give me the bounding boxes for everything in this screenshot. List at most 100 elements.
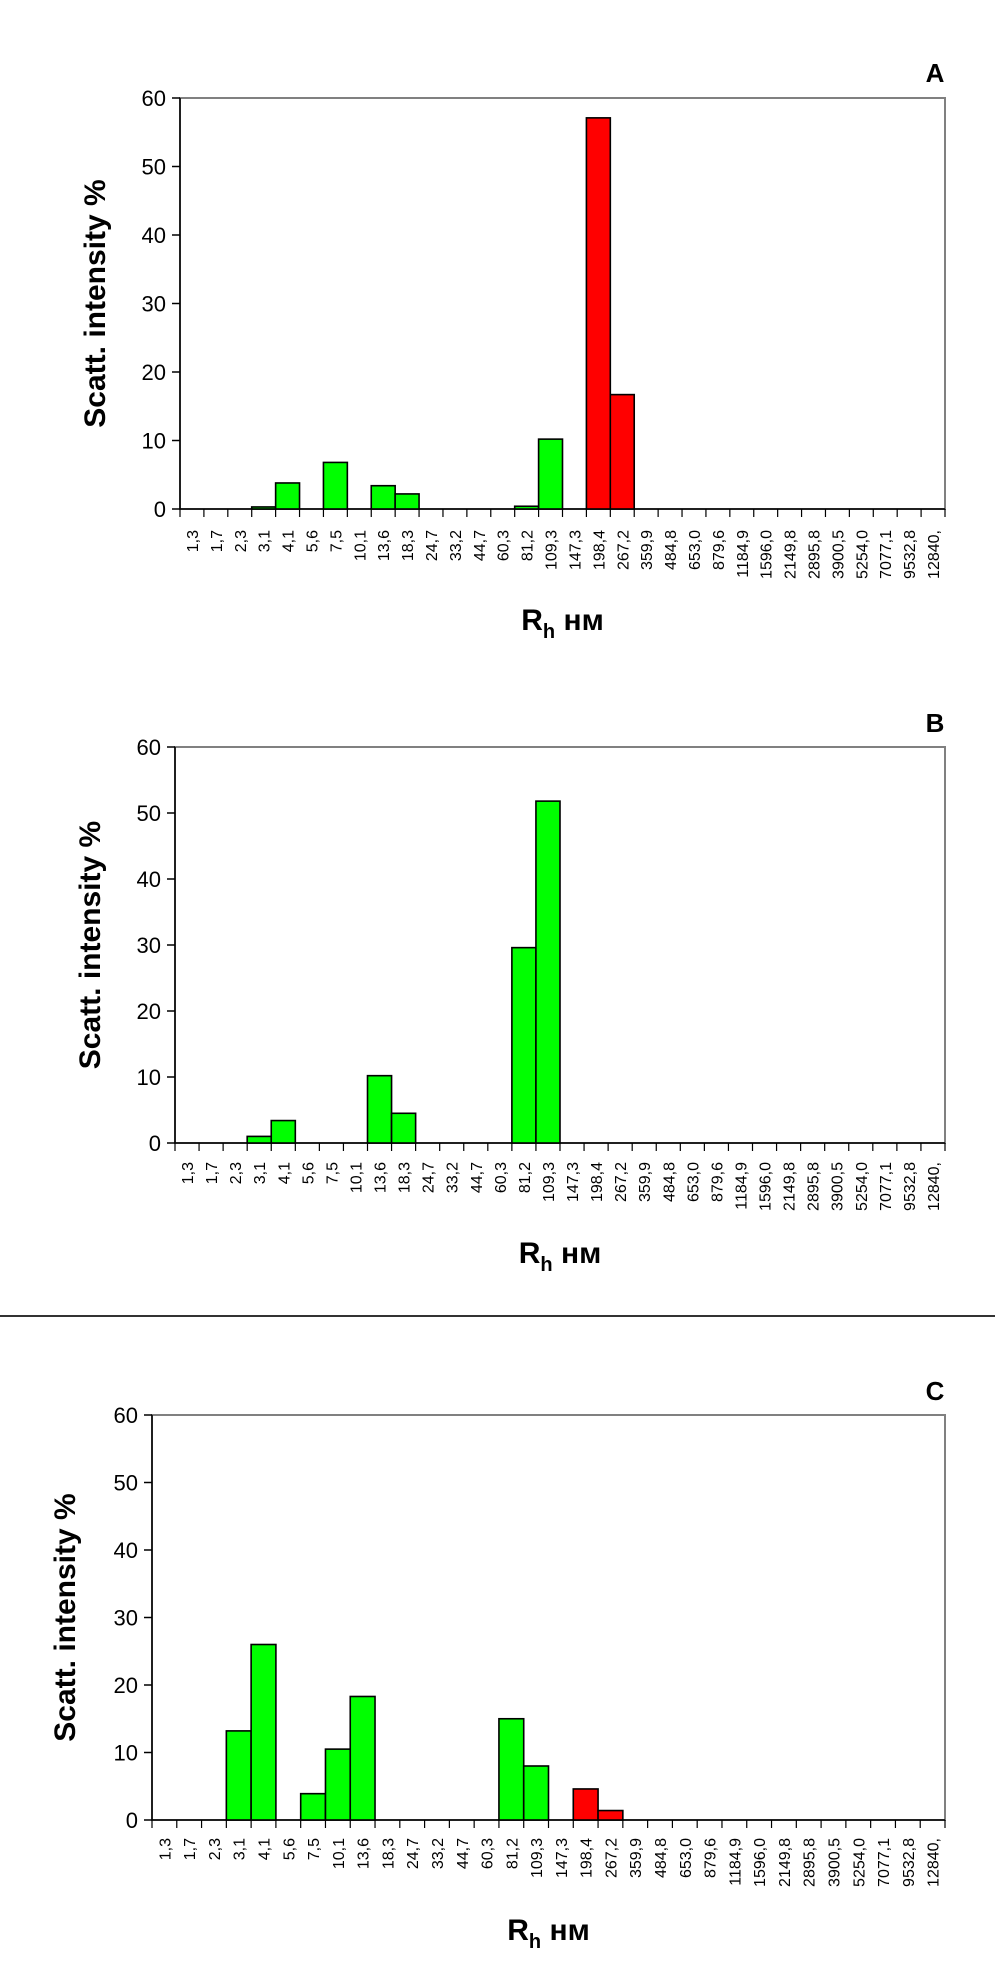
- bar-9: [370, 484, 396, 510]
- x-tick-label: 198,4: [579, 1838, 596, 1878]
- chart-panel-b: 0 10 20 30 40 50 60 1,3 1,7 2,3 3,1 4,1 5,6 7,5 10,1 13…: [74, 708, 946, 1276]
- panel-label: A: [926, 58, 945, 88]
- x-tick-label: 267,2: [603, 1838, 620, 1878]
- x-tick-label: 44,7: [455, 1838, 472, 1869]
- x-tick-label: 653,0: [678, 1838, 695, 1878]
- x-tick-label: 7077,1: [878, 1162, 895, 1211]
- x-tick-label: 2,3: [207, 1838, 224, 1860]
- x-tick-label: 44,7: [469, 1162, 486, 1193]
- y-tick-label: 40: [114, 1538, 138, 1563]
- x-tick-label: 3,1: [232, 1838, 249, 1860]
- x-tick-label: 1184,9: [727, 1838, 744, 1886]
- y-tick-label: 0: [126, 1808, 138, 1833]
- x-tick-label: 13,6: [373, 1162, 390, 1193]
- bar-19: [597, 1809, 624, 1821]
- x-tick-label: 1184,9: [735, 530, 752, 578]
- x-tick-label: 5254,0: [854, 1162, 871, 1211]
- y-axis-title: Scatt. intensity %: [79, 179, 112, 427]
- x-tick-label: 9532,8: [902, 1162, 919, 1211]
- y-tick-label: 30: [137, 933, 161, 958]
- x-tick-label: 13,6: [356, 1838, 373, 1869]
- x-tick-label: 33,2: [430, 1838, 447, 1869]
- x-tick-label: 81,2: [517, 1162, 534, 1193]
- x-tick-label: 33,2: [448, 530, 465, 561]
- bar-7: [299, 1792, 327, 1821]
- x-tick-label: 2895,8: [802, 1838, 819, 1887]
- x-tick-label: 12840,: [926, 530, 943, 579]
- x-tick-label: 1,7: [209, 530, 226, 552]
- bar-15: [513, 505, 540, 510]
- x-tick-label: 60,3: [496, 530, 513, 561]
- x-tick-label: 9532,8: [901, 1838, 918, 1887]
- bar-16: [537, 438, 564, 510]
- x-tick-label: 267,2: [615, 530, 632, 570]
- x-tick-label: 2149,8: [782, 1162, 799, 1211]
- x-tick-label: 7077,1: [878, 530, 895, 579]
- x-tick-label: 109,3: [529, 1838, 546, 1878]
- bar-5: [270, 1119, 297, 1144]
- x-tick-label: 3900,5: [830, 1162, 847, 1211]
- bar-9: [366, 1074, 393, 1144]
- x-tick-label: 9532,8: [902, 530, 919, 579]
- x-tick-label: 5,6: [281, 1838, 298, 1860]
- x-tick-label: 3900,5: [830, 530, 847, 579]
- x-tick-label: 484,8: [663, 530, 680, 570]
- plot-area: [151, 1414, 946, 1821]
- x-tick-label: 2149,8: [777, 1838, 794, 1887]
- bar-4: [225, 1730, 252, 1821]
- x-tick-label: 147,3: [565, 1162, 582, 1202]
- x-tick-label: 81,2: [504, 1838, 521, 1869]
- x-axis-title: Rh нм: [521, 604, 604, 643]
- x-tick-label: 4,1: [257, 1838, 274, 1860]
- x-tick-label: 7,5: [328, 530, 345, 552]
- bar-8: [324, 1748, 352, 1821]
- x-tick-label: 7,5: [306, 1838, 323, 1860]
- x-tick-label: 5254,0: [851, 1838, 868, 1887]
- bar-5: [274, 482, 301, 510]
- y-tick-label: 10: [114, 1741, 138, 1766]
- x-tick-label: 24,7: [421, 1162, 438, 1193]
- bar-4: [246, 1135, 273, 1144]
- x-tick-label: 1184,9: [733, 1162, 750, 1210]
- x-tick-label: 24,7: [405, 1838, 422, 1869]
- panel-label: C: [926, 1376, 945, 1406]
- x-tick-label: 60,3: [480, 1838, 497, 1869]
- x-tick-label: 1,3: [185, 530, 202, 552]
- chart-panel-a: 0 10 20 30 40 50 60 1,3 1,7 2,3 3,1 4,1 5,6 7,5 10,1 13…: [79, 58, 946, 643]
- x-tick-label: 1596,0: [759, 530, 776, 579]
- y-tick-label: 30: [142, 292, 166, 317]
- x-tick-label: 18,3: [400, 530, 417, 561]
- y-tick-label: 40: [142, 223, 166, 248]
- panel-label: B: [926, 708, 945, 738]
- x-tick-label: 2,3: [233, 530, 250, 552]
- x-tick-label: 147,3: [554, 1838, 571, 1878]
- x-axis-title: Rh нм: [507, 1914, 590, 1953]
- bar-18: [572, 1788, 599, 1821]
- x-tick-label: 18,3: [380, 1838, 397, 1869]
- x-tick-label: 879,6: [709, 1162, 726, 1202]
- x-tick-label: 653,0: [687, 530, 704, 570]
- x-tick-label: 359,9: [639, 530, 656, 570]
- y-tick-label: 60: [137, 735, 161, 760]
- x-tick-label: 60,3: [493, 1162, 510, 1193]
- x-tick-label: 5,6: [300, 1162, 317, 1184]
- bar-5: [250, 1643, 277, 1821]
- y-tick-label: 50: [142, 155, 166, 180]
- bar-10: [390, 1112, 417, 1144]
- x-tick-label: 33,2: [445, 1162, 462, 1193]
- x-tick-label: 12840,: [926, 1838, 943, 1887]
- x-tick-label: 653,0: [685, 1162, 702, 1202]
- x-tick-label: 3900,5: [826, 1838, 843, 1887]
- x-tick-label: 5,6: [304, 530, 321, 552]
- x-tick-label: 7077,1: [876, 1838, 893, 1887]
- bar-19: [609, 393, 636, 510]
- y-tick-label: 30: [114, 1606, 138, 1631]
- bar-10: [394, 493, 420, 510]
- x-tick-label: 7,5: [324, 1162, 341, 1184]
- bar-7: [322, 461, 349, 510]
- y-tick-label: 20: [137, 999, 161, 1024]
- x-tick-label: 484,8: [661, 1162, 678, 1202]
- bar-16: [522, 1765, 550, 1821]
- x-tick-label: 879,6: [703, 1838, 720, 1878]
- y-tick-label: 10: [137, 1065, 161, 1090]
